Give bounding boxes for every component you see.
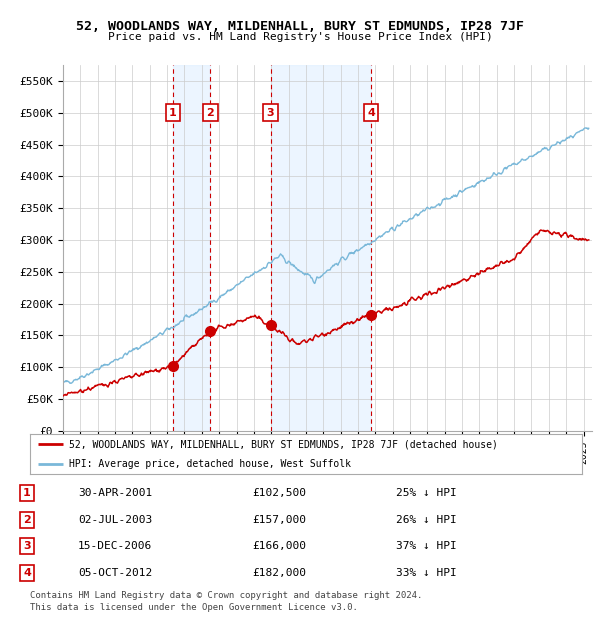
Bar <box>173 65 211 431</box>
Text: 05-OCT-2012: 05-OCT-2012 <box>78 568 152 578</box>
Text: 1: 1 <box>23 488 31 498</box>
Text: Price paid vs. HM Land Registry's House Price Index (HPI): Price paid vs. HM Land Registry's House … <box>107 32 493 42</box>
Text: 3: 3 <box>267 108 274 118</box>
Text: 26% ↓ HPI: 26% ↓ HPI <box>396 515 457 525</box>
Text: 33% ↓ HPI: 33% ↓ HPI <box>396 568 457 578</box>
Text: Contains HM Land Registry data © Crown copyright and database right 2024.: Contains HM Land Registry data © Crown c… <box>30 591 422 600</box>
Text: 15-DEC-2006: 15-DEC-2006 <box>78 541 152 551</box>
Text: 52, WOODLANDS WAY, MILDENHALL, BURY ST EDMUNDS, IP28 7JF (detached house): 52, WOODLANDS WAY, MILDENHALL, BURY ST E… <box>68 440 497 450</box>
Text: 3: 3 <box>23 541 31 551</box>
Text: This data is licensed under the Open Government Licence v3.0.: This data is licensed under the Open Gov… <box>30 603 358 612</box>
Bar <box>271 65 371 431</box>
Text: 30-APR-2001: 30-APR-2001 <box>78 488 152 498</box>
Text: 4: 4 <box>367 108 375 118</box>
Text: 1: 1 <box>169 108 177 118</box>
Text: 25% ↓ HPI: 25% ↓ HPI <box>396 488 457 498</box>
Text: 2: 2 <box>23 515 31 525</box>
Text: 02-JUL-2003: 02-JUL-2003 <box>78 515 152 525</box>
Text: 4: 4 <box>23 568 31 578</box>
Text: £166,000: £166,000 <box>252 541 306 551</box>
Text: 2: 2 <box>206 108 214 118</box>
Text: 52, WOODLANDS WAY, MILDENHALL, BURY ST EDMUNDS, IP28 7JF: 52, WOODLANDS WAY, MILDENHALL, BURY ST E… <box>76 20 524 33</box>
Text: £102,500: £102,500 <box>252 488 306 498</box>
Text: £157,000: £157,000 <box>252 515 306 525</box>
Text: 37% ↓ HPI: 37% ↓ HPI <box>396 541 457 551</box>
Text: HPI: Average price, detached house, West Suffolk: HPI: Average price, detached house, West… <box>68 459 350 469</box>
Text: £182,000: £182,000 <box>252 568 306 578</box>
